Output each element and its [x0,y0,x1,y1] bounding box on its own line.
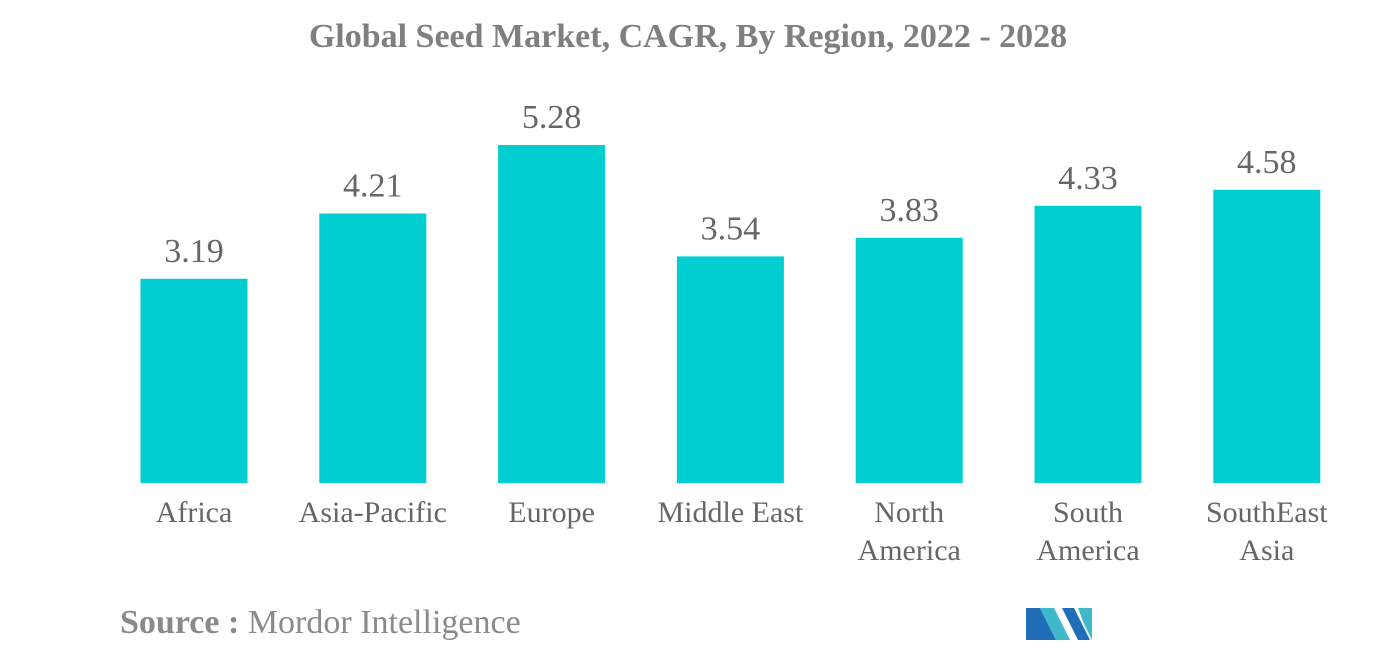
category-label-2: Europe [508,496,595,529]
bar-3 [676,256,784,483]
category-label-6: SouthEast Asia [1206,496,1328,567]
bar-1 [319,213,427,483]
value-label-3: 3.54 [701,210,761,247]
category-label-1: Asia-Pacific [299,496,447,529]
value-label-2: 5.28 [522,99,582,136]
value-label-0: 3.19 [164,233,224,270]
category-label-0: Africa [156,496,233,529]
value-label-6: 4.58 [1237,144,1297,181]
bar-5 [1034,205,1142,484]
mordor-intelligence-logo-icon [1026,608,1092,640]
bar-6 [1213,189,1321,484]
category-label-5: South America [1036,496,1139,567]
source-text: Mordor Intelligence [247,604,521,641]
value-label-4: 3.83 [879,192,939,229]
category-label-4: North America [858,496,961,567]
category-label-3: Middle East [657,496,803,529]
chart-title: Global Seed Market, CAGR, By Region, 202… [308,18,1068,55]
bar-0 [140,278,248,483]
source-note: Source : Mordor Intelligence [120,604,521,642]
bar-4 [855,237,963,483]
bar-2 [498,145,606,483]
source-label: Source : [120,604,240,641]
value-label-5: 4.33 [1058,160,1118,197]
value-label-1: 4.21 [343,168,403,205]
category-labels-group: Africa Asia-Pacific Europe Middle East North… [156,496,1329,567]
bars-group [140,145,1321,484]
value-labels-group: 3.19 4.21 5.28 3.54 3.83 4.33 4.58 [164,99,1296,270]
